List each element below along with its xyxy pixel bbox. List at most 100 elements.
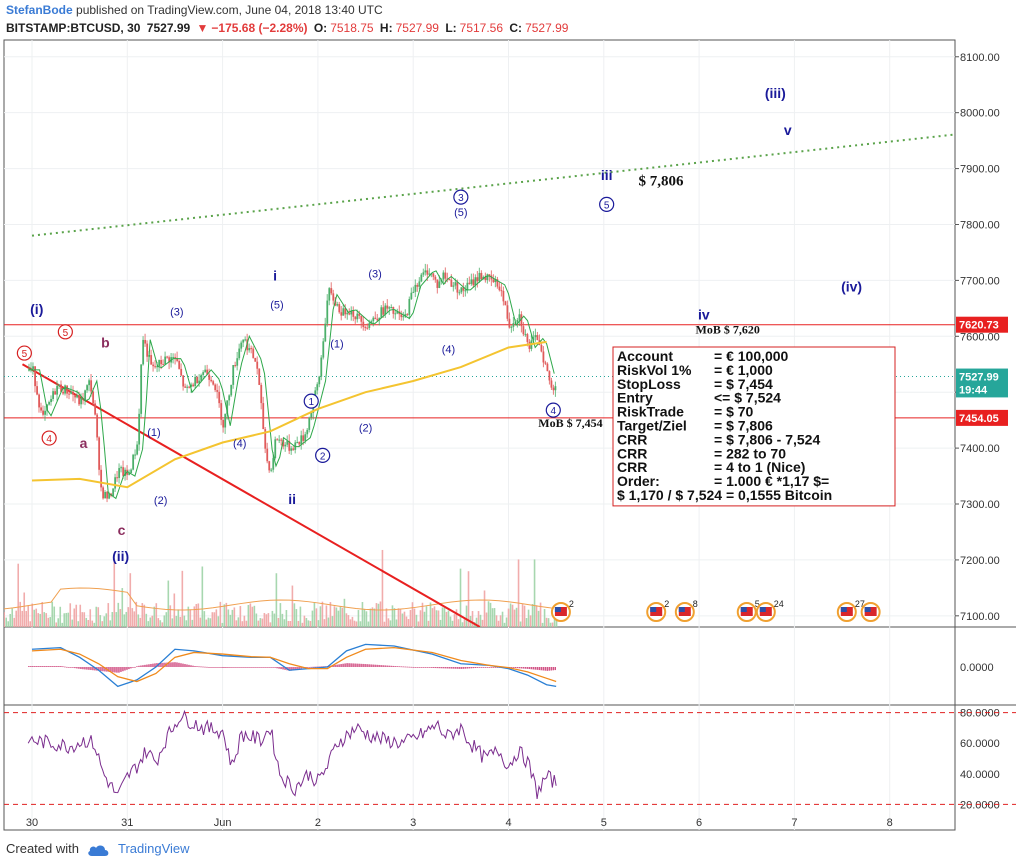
author-name[interactable]: StefanBode [6,3,73,17]
volume-bar [43,612,46,627]
candle-body [154,366,157,368]
candle-body [388,307,391,309]
macd-histogram-bar [310,666,312,668]
volume-bar [391,605,394,627]
macd-histogram-bar [46,666,48,667]
volume-bar [435,610,438,627]
volume-bar [341,607,344,627]
volume-bar [115,612,118,627]
candle-body [176,358,179,361]
candle-body [98,437,101,470]
volume-bar [97,607,100,627]
candle-body [422,272,425,275]
price-tick-label: 7100.00 [960,611,1000,623]
volume-bar [279,603,282,627]
candle-body [50,398,53,403]
macd-histogram-bar [274,667,276,668]
macd-histogram-bar [514,667,516,669]
candle-body [458,292,461,294]
open-label: O: [313,21,328,35]
macd-histogram-bar [132,667,134,668]
volume-bar [427,620,430,627]
volume-bar [65,612,68,627]
event-count: 8 [693,599,698,609]
macd-histogram-bar [60,666,62,667]
candle-body [220,403,223,420]
event-count: 2 [664,599,669,609]
macd-histogram-bar [360,663,362,667]
event-flag-canton [759,607,766,612]
macd-histogram-bar [148,664,150,667]
candle-body [200,374,203,381]
candle-body [320,357,323,377]
volume-bar [85,617,88,627]
volume-bar [39,613,42,627]
volume-bar [395,619,398,627]
candle-body [158,360,161,367]
wave-label: (iv) [841,279,862,295]
candle-body [442,272,445,280]
candle-body [408,299,411,315]
volume-bar [273,613,276,627]
macd-histogram-bar [350,663,352,667]
macd-histogram-bar [294,667,296,670]
candle-body [272,458,275,470]
macd-histogram-bar [218,667,220,668]
volume-bar [4,612,6,627]
low-label: L: [445,21,457,35]
volume-bar [55,622,58,627]
volume-bar [109,620,112,627]
volume-bar [211,612,214,627]
wave-circle-label: 4 [551,406,557,417]
volume-bar [509,603,512,627]
macd-histogram-bar [386,665,388,667]
candle-body [52,391,55,399]
volume-bar [33,609,36,627]
candle-body [290,448,293,451]
candle-body [350,310,353,315]
candle-body [262,403,265,430]
volume-bar [285,610,288,627]
candle-body [288,440,291,451]
macd-histogram-bar [220,667,222,668]
volume-bar [445,611,448,627]
volume-bar [339,606,342,627]
volume-bar [325,605,328,627]
event-flag-canton [740,607,747,612]
candle-body [396,311,399,314]
macd-histogram-bar [344,663,346,667]
created-with-label: Created with [6,841,79,856]
macd-histogram-bar [222,667,224,668]
info-box-key: Account [617,348,673,364]
macd-histogram-bar [290,667,292,671]
tradingview-brand[interactable]: TradingView [118,841,190,856]
macd-histogram-bar [162,662,164,667]
macd-histogram-bar [544,667,546,671]
info-box-value: = $ 7,454 [714,376,773,392]
candle-body [300,435,303,445]
volume-bar [93,622,96,627]
candle-body [432,273,435,277]
volume-bar [507,608,510,627]
macd-histogram-bar [388,665,390,667]
candle-body [502,290,505,302]
macd-histogram-bar [156,663,158,667]
volume-bar [23,592,26,627]
macd-histogram-bar [80,667,82,669]
candle-body [376,318,379,321]
wave-circle-marker [315,447,331,463]
candle-body [316,384,319,391]
volume-bar [183,615,186,627]
candle-body [208,374,211,380]
macd-histogram-bar [460,667,462,669]
volume-bar [301,622,304,627]
volume-bar [359,621,362,627]
candle-body [542,351,545,363]
candle-body [202,372,205,375]
wave-label: $ 7,806 [638,173,684,189]
volume-bar [47,617,50,627]
info-box-key: Entry [617,390,653,406]
volume-bar [213,612,216,627]
info-box-value: = € 100,000 [714,348,789,364]
